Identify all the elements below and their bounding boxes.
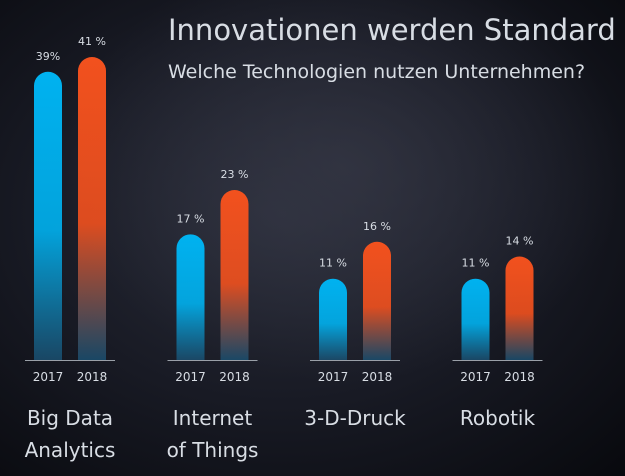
chart-title: Innovationen werden Standard <box>168 13 616 47</box>
value-label: 11 % <box>462 257 490 270</box>
bar <box>78 57 106 360</box>
series-label: 2017 <box>460 370 491 384</box>
bar <box>461 278 490 360</box>
series-label: 2018 <box>362 370 393 384</box>
series-label: 2017 <box>33 370 64 384</box>
value-label: 41 % <box>78 35 106 48</box>
series-label: 2017 <box>175 370 206 384</box>
category-label: Robotik <box>460 406 536 430</box>
series-label: 2018 <box>219 370 250 384</box>
bar <box>34 71 62 360</box>
bar <box>505 256 534 360</box>
bar <box>363 241 391 360</box>
bar <box>220 190 249 360</box>
value-label: 39% <box>36 50 60 63</box>
bar <box>176 234 205 360</box>
value-label: 23 % <box>221 168 249 181</box>
bar <box>319 278 347 360</box>
value-label: 14 % <box>506 235 534 248</box>
category-label: of Things <box>167 438 259 462</box>
series-label: 2017 <box>318 370 349 384</box>
value-label: 17 % <box>177 212 205 225</box>
value-label: 11 % <box>319 257 347 270</box>
series-label: 2018 <box>77 370 108 384</box>
category-label: Big Data <box>27 406 113 430</box>
category-label: 3-D-Druck <box>304 406 406 430</box>
chart-subtitle: Welche Technologien nutzen Unternehmen? <box>168 61 585 83</box>
value-label: 16 % <box>363 220 391 233</box>
category-label: Internet <box>173 406 253 430</box>
series-label: 2018 <box>504 370 535 384</box>
category-label: Analytics <box>25 438 116 462</box>
